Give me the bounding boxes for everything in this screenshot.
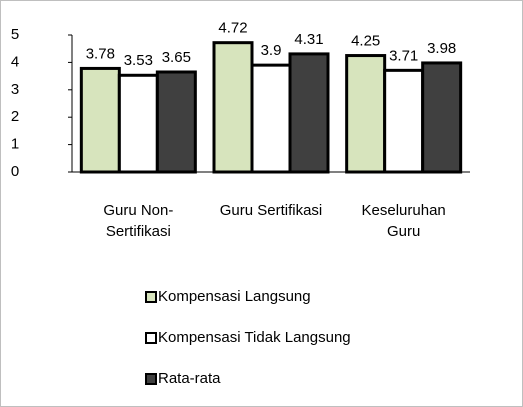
y-tick-label: 3 <box>11 81 19 98</box>
legend-swatch <box>145 373 157 385</box>
value-label: 3.65 <box>162 49 191 66</box>
bar <box>288 52 330 174</box>
legend-swatch <box>145 332 157 344</box>
y-tick-label: 4 <box>11 53 19 70</box>
value-label: 4.25 <box>351 33 380 50</box>
value-label: 4.72 <box>218 20 247 37</box>
legend-label: Kompensasi Tidak Langsung <box>158 329 351 346</box>
y-tick-label: 1 <box>11 136 19 153</box>
x-tick-label: Guru Non- Sertifikasi <box>103 202 174 240</box>
value-label: 3.78 <box>86 45 115 62</box>
x-tick-label: Keseluruhan Guru <box>361 202 446 240</box>
value-label: 3.71 <box>389 47 418 64</box>
bar <box>155 70 197 174</box>
value-label: 3.9 <box>261 42 282 59</box>
bar <box>421 61 463 174</box>
y-tick-label: 0 <box>11 163 19 180</box>
x-tick-label: Guru Sertifikasi <box>219 202 323 219</box>
bar <box>250 63 292 174</box>
bar <box>345 54 387 174</box>
legend-label: Kompensasi Langsung <box>158 288 311 305</box>
value-label: 3.98 <box>427 40 456 57</box>
legend-label: Rata-rata <box>158 370 221 387</box>
value-label: 4.31 <box>294 31 323 48</box>
bar <box>212 41 254 174</box>
legend-swatch <box>145 291 157 303</box>
bar <box>79 66 121 174</box>
bar <box>383 68 425 174</box>
bar <box>117 73 159 174</box>
y-tick-label: 5 <box>11 26 19 43</box>
y-tick-label: 2 <box>11 108 19 125</box>
value-label: 3.53 <box>124 52 153 69</box>
